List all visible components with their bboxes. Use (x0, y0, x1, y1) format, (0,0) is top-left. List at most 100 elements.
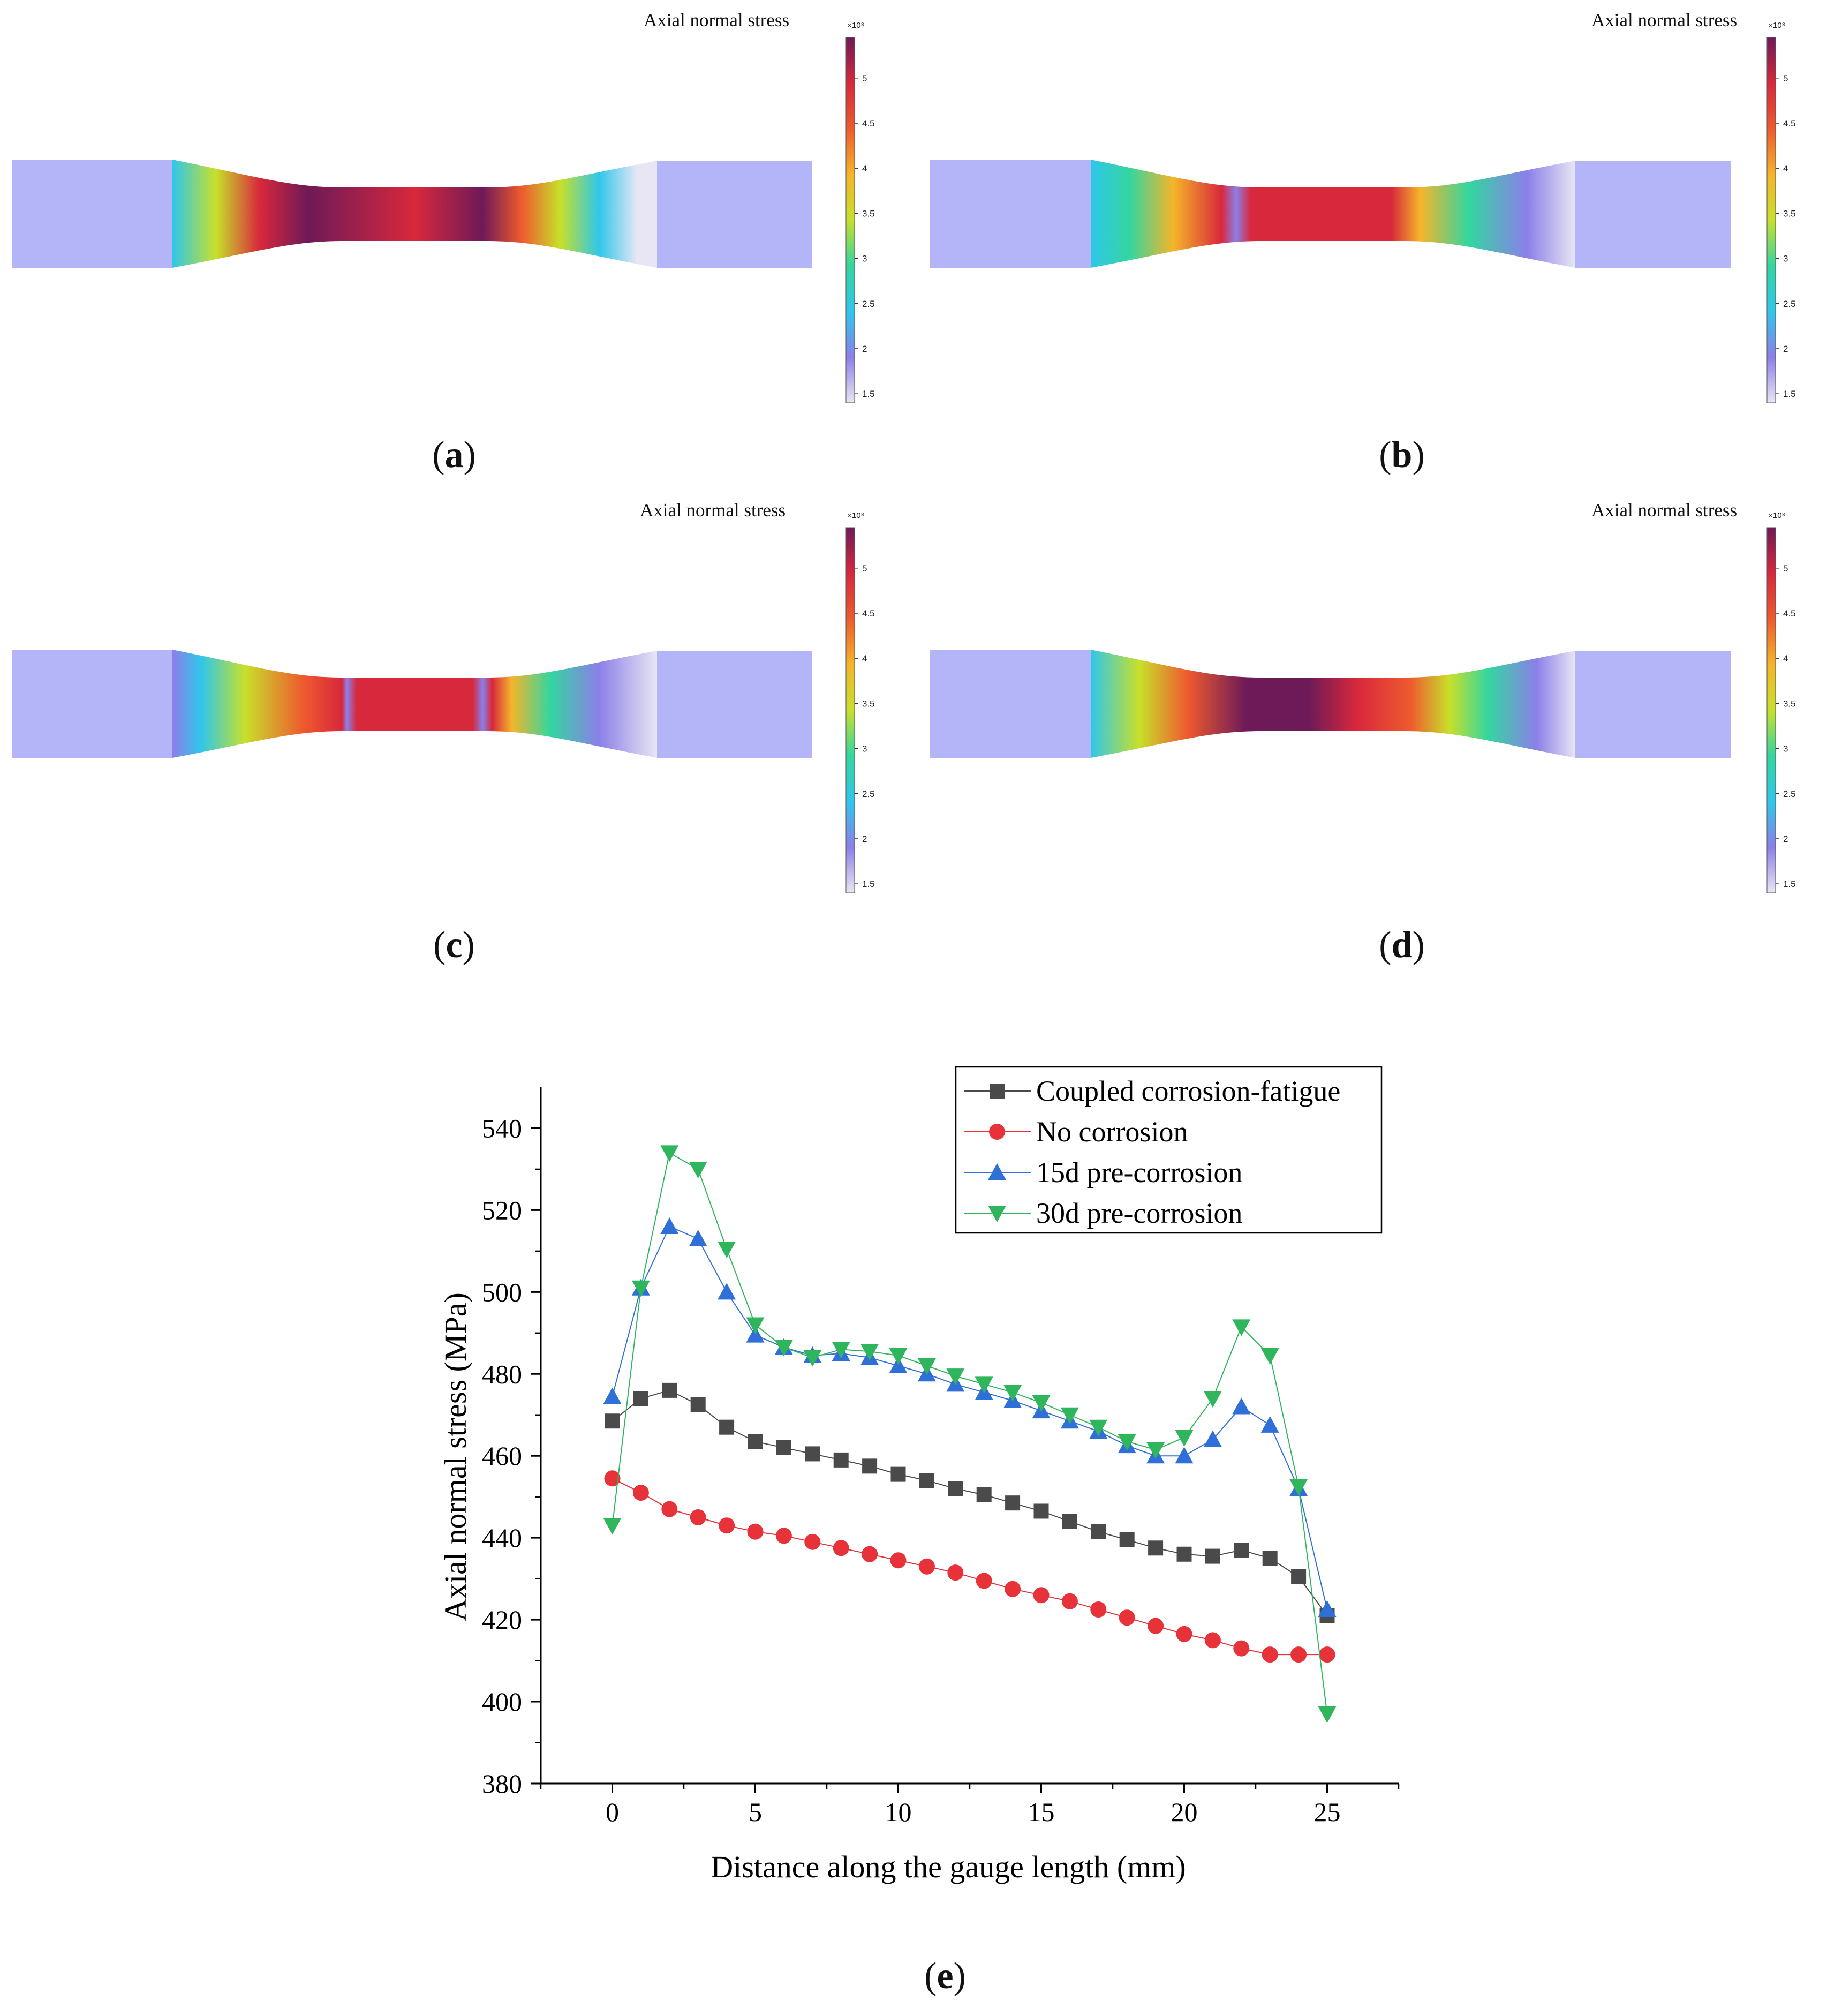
colorbar-tick-label: 1.5 (862, 879, 875, 889)
data-point (1318, 1706, 1337, 1723)
data-point (833, 1540, 849, 1556)
data-point (1148, 1540, 1164, 1556)
legend-label: No corrosion (1036, 1116, 1188, 1148)
data-point (748, 1434, 763, 1449)
colorbar-tick-label: 3.5 (1783, 698, 1796, 709)
data-point (1005, 1581, 1021, 1597)
series-no-corrosion (604, 1470, 1335, 1663)
x-tick-label: 15 (1028, 1797, 1055, 1827)
panel-title: Axial normal stress (644, 10, 790, 31)
colorbar-multiplier: ×10⁸ (1768, 21, 1785, 30)
data-point (917, 1358, 936, 1375)
simulation-panel-c: Axial normal stress ×10⁸ 5 4.5 4 3.5 3 2.5 2 1.5… (0, 490, 921, 983)
data-point (662, 1382, 677, 1398)
data-point (1033, 1503, 1049, 1519)
colorbar-tick-label: 4.5 (862, 118, 875, 129)
colorbar-tick-label: 2 (1783, 834, 1788, 844)
colorbar-tick-label: 3 (1783, 744, 1788, 754)
data-point (776, 1440, 791, 1455)
data-point (1291, 1569, 1307, 1584)
colorbar-multiplier: ×10⁸ (1768, 511, 1785, 520)
colorbar-tick-label: 3 (1783, 254, 1788, 264)
data-point (603, 1387, 622, 1404)
legend-marker (988, 1163, 1006, 1180)
colorbar-tick-label: 5 (1783, 73, 1788, 84)
data-point (1146, 1442, 1165, 1459)
data-point (775, 1528, 792, 1544)
panel-label: (c) (433, 924, 475, 966)
data-point (1290, 1646, 1307, 1663)
colorbar-tick-label: 3.5 (862, 698, 875, 709)
data-point (1148, 1618, 1164, 1634)
simulation-panel-b: Axial normal stress ×10⁸ 5 4.5 4 3.5 3 2.5 2 1.5… (921, 0, 1842, 493)
data-point (1262, 1551, 1278, 1566)
x-tick-label: 10 (885, 1797, 912, 1827)
data-point (1233, 1640, 1250, 1657)
panel-title: Axial normal stress (1591, 500, 1738, 521)
data-point (832, 1342, 850, 1359)
panel-label: (d) (1379, 924, 1425, 966)
x-tick-label: 25 (1314, 1797, 1341, 1827)
data-point (975, 1376, 993, 1394)
data-point (890, 1552, 907, 1569)
colorbar-tick-label: 1.5 (1783, 389, 1796, 399)
data-point (689, 1161, 707, 1178)
data-point (1005, 1495, 1021, 1511)
data-point (1205, 1548, 1220, 1564)
specimen-grip-right (657, 161, 812, 268)
data-point (660, 1217, 679, 1234)
x-tick-label: 5 (749, 1797, 762, 1827)
data-point (1176, 1546, 1192, 1562)
data-point (660, 1145, 679, 1162)
stress-contour-plot: ×10⁸ 5 4.5 4 3.5 3 2.5 2 1.5 (12, 511, 875, 893)
colorbar-tick-label: 3.5 (862, 208, 875, 219)
data-point (1260, 1416, 1279, 1433)
data-point (805, 1446, 820, 1462)
data-point (948, 1481, 963, 1496)
legend-label: 15d pre-corrosion (1036, 1156, 1242, 1188)
colorbar-tick-label: 4.5 (1783, 608, 1796, 619)
specimen-grip-right (657, 651, 812, 758)
data-point (719, 1517, 735, 1534)
colorbar-tick-label: 5 (862, 73, 867, 84)
stress-contour-plot: ×10⁸ 5 4.5 4 3.5 3 2.5 2 1.5 (930, 511, 1796, 893)
colorbar-tick-label: 5 (1783, 563, 1788, 574)
data-point (890, 1466, 906, 1482)
data-point (946, 1368, 965, 1386)
colorbar (845, 37, 855, 403)
data-point (1203, 1430, 1222, 1447)
data-point (804, 1533, 821, 1550)
specimen-gauge-section (172, 160, 657, 268)
colorbar-tick-label: 2 (862, 344, 867, 354)
colorbar-tick-label: 1.5 (862, 389, 875, 399)
colorbar-tick-label: 4 (1783, 653, 1788, 664)
colorbar-tick-label: 2.5 (862, 299, 875, 309)
legend-marker (988, 1206, 1006, 1222)
data-point (1119, 1532, 1135, 1547)
colorbar-tick-label: 3 (862, 254, 867, 264)
stress-contour-plot: ×10⁸ 5 4.5 4 3.5 3 2.5 2 1.5 (930, 21, 1796, 403)
data-point (947, 1564, 964, 1581)
data-point (1175, 1430, 1194, 1447)
colorbar-tick-label: 4 (862, 653, 867, 664)
data-point (1204, 1632, 1221, 1649)
data-point (603, 1518, 622, 1535)
specimen-gauge-section (1091, 160, 1575, 268)
simulation-panel-a: Axial normal stress ×10⁸ 5 4.5 4 3.5 3 2.5 2 1.5… (0, 0, 921, 493)
specimen-grip-left (12, 160, 172, 268)
data-point (1234, 1543, 1249, 1558)
data-point (689, 1229, 707, 1246)
colorbar-tick-label: 4 (862, 163, 867, 174)
data-point (718, 1242, 736, 1259)
legend-entry: Coupled corrosion-fatigue (964, 1075, 1340, 1107)
panel-label-e: (e) (924, 1955, 966, 1997)
specimen-grip-left (930, 160, 1091, 268)
data-point (803, 1350, 822, 1367)
y-tick-label: 460 (482, 1441, 522, 1471)
data-point (774, 1340, 793, 1357)
data-point (1091, 1524, 1106, 1539)
data-point (1262, 1646, 1278, 1663)
colorbar-multiplier: ×10⁸ (847, 511, 864, 520)
data-point (862, 1546, 878, 1562)
data-point (1232, 1319, 1251, 1336)
